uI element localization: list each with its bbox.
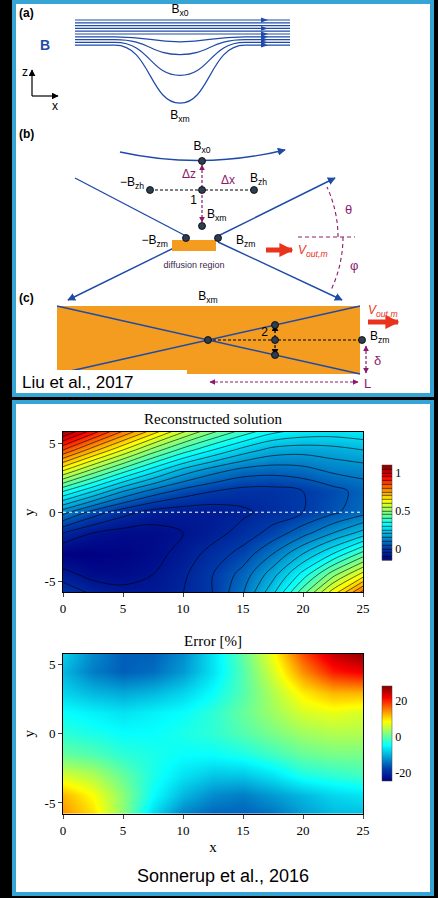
svg-text:0: 0 [60,601,67,616]
svg-text:Vout,m: Vout,m [298,243,328,259]
svg-text:10: 10 [177,601,190,616]
svg-text:Bxm: Bxm [170,108,190,124]
svg-text:Reconstructed solution: Reconstructed solution [144,411,282,427]
svg-text:B: B [40,37,50,53]
svg-text:Bzh: Bzh [250,171,267,187]
svg-text:20: 20 [297,823,310,838]
svg-text:25: 25 [357,601,370,616]
svg-text:5: 5 [120,601,127,616]
svg-text:-5: -5 [45,795,56,810]
svg-text:φ: φ [350,258,358,273]
svg-text:x: x [209,839,217,855]
svg-text:diffusion region: diffusion region [164,260,225,270]
svg-text:15: 15 [237,601,250,616]
svg-text:Bzm: Bzm [236,233,256,249]
svg-text:−Bzm: −Bzm [141,233,168,249]
svg-text:-5: -5 [45,574,56,589]
svg-text:0: 0 [49,505,56,520]
svg-text:15: 15 [237,823,250,838]
svg-text:L: L [364,376,371,391]
svg-text:Error [%]: Error [%] [184,633,242,649]
svg-text:y: y [21,730,37,738]
svg-text:1: 1 [190,193,197,207]
svg-text:5: 5 [49,657,56,672]
svg-text:0: 0 [60,823,67,838]
svg-text:Δz: Δz [182,167,196,181]
svg-text:Bxm: Bxm [198,289,218,305]
svg-text:20: 20 [297,601,310,616]
svg-text:2: 2 [261,325,268,339]
svg-text:0: 0 [49,726,56,741]
svg-text:−Bzh: −Bzh [120,175,144,191]
svg-text:5: 5 [49,436,56,451]
svg-text:θ: θ [345,202,352,217]
svg-text:(c): (c) [19,291,34,305]
svg-text:(b): (b) [19,127,34,141]
svg-text:x: x [52,99,58,113]
svg-text:(a): (a) [19,6,34,20]
svg-text:25: 25 [357,823,370,838]
svg-text:Liu et al., 2017: Liu et al., 2017 [22,373,134,392]
svg-text:0.5: 0.5 [395,504,410,518]
svg-text:1: 1 [395,466,401,480]
svg-text:Bzm: Bzm [370,329,390,345]
svg-text:δ: δ [374,353,381,368]
svg-text:Δx: Δx [221,173,235,187]
svg-text:0: 0 [395,542,401,556]
svg-text:0: 0 [395,730,401,744]
svg-text:y: y [21,508,37,516]
svg-text:Bx0: Bx0 [171,2,188,18]
svg-text:Vout,m: Vout,m [368,303,398,319]
svg-text:5: 5 [120,823,127,838]
svg-text:10: 10 [177,823,190,838]
svg-text:20: 20 [395,694,407,708]
html-text:Sonnerup et al., 2016: Sonnerup et al., 2016 [136,866,310,886]
svg-text:z: z [22,65,28,79]
svg-text:Bx0: Bx0 [193,139,210,155]
svg-text:Bxm: Bxm [207,207,227,223]
svg-text:-20: -20 [395,766,411,780]
